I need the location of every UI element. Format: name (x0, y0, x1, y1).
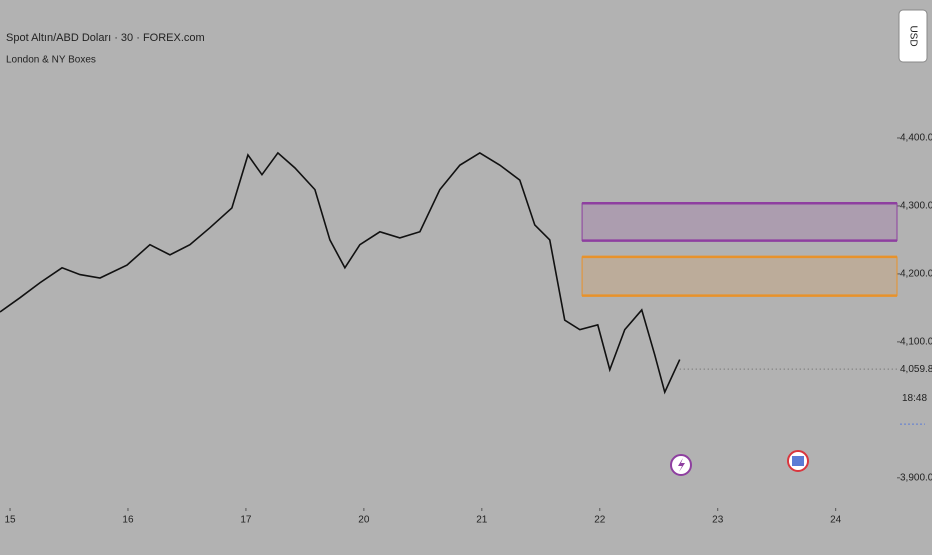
event-icon[interactable] (670, 454, 692, 476)
x-tick-label: 20 (358, 515, 370, 526)
flag-icon[interactable] (787, 450, 809, 472)
price-line (0, 151, 681, 395)
y-tick-label: 4,100.00 (900, 337, 932, 348)
y-tick-label: 3,900.00 (900, 472, 932, 483)
x-tick-label: 21 (476, 515, 488, 526)
x-tick-label: 24 (830, 515, 842, 526)
countdown-label: 18:48 (902, 393, 927, 404)
currency-box[interactable] (898, 9, 928, 63)
session-box (581, 256, 898, 297)
currency-button[interactable]: USD (898, 9, 928, 63)
x-tick-label: 16 (122, 515, 134, 526)
x-tick-label: 17 (240, 515, 252, 526)
indicator-name: London & NY Boxes (6, 55, 96, 66)
session-box (581, 202, 898, 242)
x-tick-label: 23 (712, 515, 724, 526)
currency-label[interactable]: USD (907, 25, 918, 46)
y-tick-label: 4,300.00 (900, 201, 932, 212)
event-icon-bolt (678, 458, 685, 472)
y-tick-label: 4,200.00 (900, 269, 932, 280)
x-tick-label: 22 (594, 515, 606, 526)
chart-title: Spot Altın/ABD Doları · 30 · FOREX.com (6, 32, 205, 44)
last-price-label: 4,059.83 (900, 364, 932, 375)
y-tick-label: 4,400.00 (900, 133, 932, 144)
flag-icon-body (792, 456, 804, 466)
x-tick-label: 15 (4, 515, 16, 526)
